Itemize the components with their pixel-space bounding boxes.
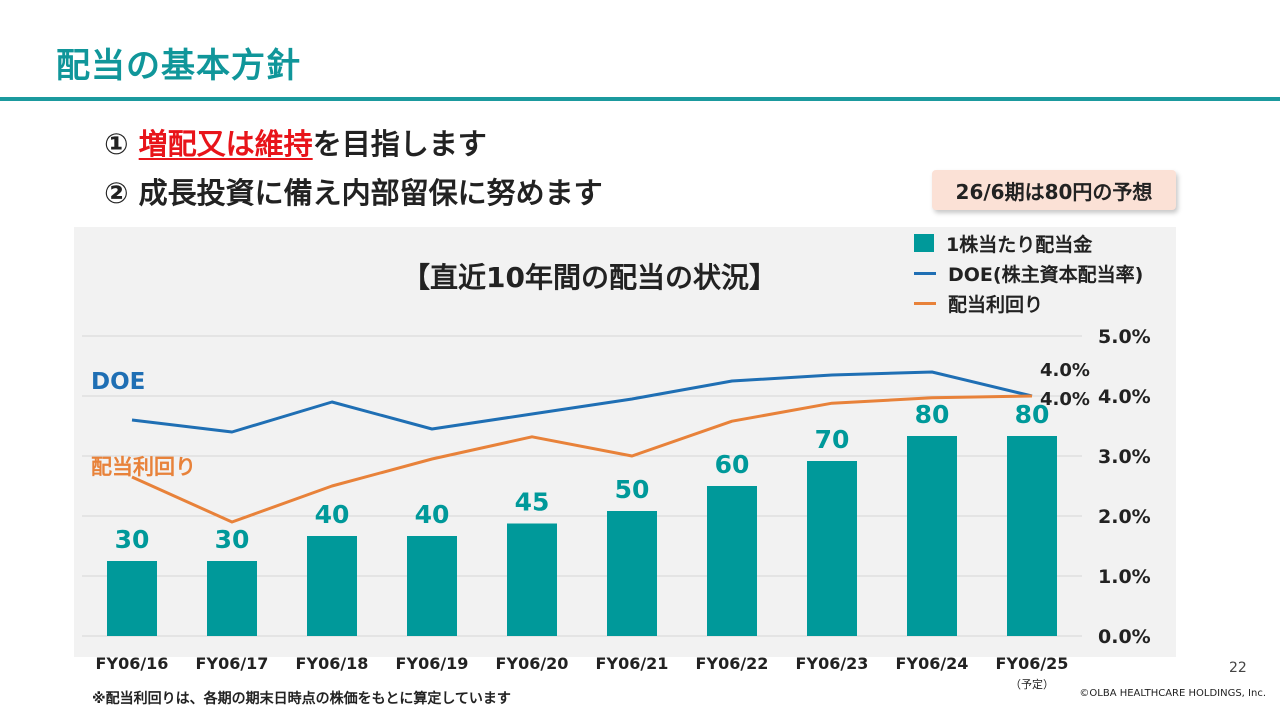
dividend-yield-line: [131, 394, 1033, 524]
legend-yield-line: [914, 301, 936, 305]
bar-value-label: 80: [1015, 400, 1050, 429]
x-tick-label: FY06/22: [696, 654, 769, 673]
bar-value-label: 40: [315, 500, 350, 529]
legend-bar-swatch: [914, 234, 934, 252]
yield-end-label: 4.0%: [1040, 389, 1090, 410]
bar-value-label: 80: [915, 400, 950, 429]
bar-value-label: 50: [615, 475, 650, 504]
x-tick-label: FY06/25: [996, 654, 1069, 673]
policy-text: 成長投資に備え内部留保に努めます: [138, 176, 603, 210]
chart-legend: 1株当たり配当金 DOE(株主資本配当率) 配当利回り: [914, 228, 1143, 318]
bar-value-label: 40: [415, 500, 450, 529]
footnote: ※配当利回りは、各期の期末日時点の株価をもとに算定しています: [92, 691, 511, 707]
policy-item-1: ① 増配又は維持を目指します: [104, 121, 487, 163]
forecast-badge: 26/6期は80円の予想: [932, 170, 1176, 210]
legend-item-dividend: 1株当たり配当金: [914, 228, 1143, 258]
y2-tick-label: 0.0%: [1098, 626, 1151, 648]
dividend-bar: [507, 523, 557, 636]
policy-number: ②: [104, 176, 129, 210]
y2-tick-label: 5.0%: [1098, 326, 1151, 348]
chart-title: 【直近10年間の配当の状況】: [402, 261, 777, 294]
x-tick-label: FY06/17: [196, 654, 269, 673]
legend-item-doe: DOE(株主資本配当率): [914, 258, 1143, 288]
policy-number: ①: [104, 127, 129, 161]
x-tick-label: FY06/21: [596, 654, 669, 673]
dividend-bar: [707, 486, 757, 636]
doe-line: [131, 370, 1033, 434]
policy-text: を目指します: [312, 127, 487, 161]
page-title: 配当の基本方針: [56, 46, 301, 86]
dividend-bar: [207, 561, 257, 636]
dividend-bar: [1007, 436, 1057, 636]
legend-label: DOE(株主資本配当率): [948, 263, 1144, 286]
legend-label: 配当利回り: [948, 293, 1044, 316]
page-number: 22: [1229, 660, 1247, 676]
x-tick-label: FY06/24: [896, 654, 969, 673]
bar-value-label: 60: [715, 450, 750, 479]
bar-value-label: 30: [115, 525, 150, 554]
y2-tick-label: 2.0%: [1098, 506, 1151, 528]
dividend-bar: [407, 536, 457, 636]
x-tick-label: FY06/23: [796, 654, 869, 673]
y2-tick-label: 3.0%: [1098, 446, 1151, 468]
legend-doe-line: [914, 271, 936, 275]
legend-item-yield: 配当利回り: [914, 288, 1143, 318]
dividend-bar: [607, 511, 657, 636]
dividend-bar: [907, 436, 957, 636]
copyright: ©OLBA HEALTHCARE HOLDINGS, Inc.: [1079, 688, 1266, 699]
title-divider: [0, 97, 1280, 101]
dividend-bar: [107, 561, 157, 636]
dividend-bar: [307, 536, 357, 636]
x-tick-note: （予定）: [1010, 677, 1054, 691]
doe-end-label: 4.0%: [1040, 360, 1090, 381]
doe-series-label: DOE: [91, 369, 145, 395]
x-tick-label: FY06/18: [296, 654, 369, 673]
y2-tick-label: 1.0%: [1098, 566, 1151, 588]
x-tick-label: FY06/19: [396, 654, 469, 673]
x-tick-label: FY06/20: [496, 654, 569, 673]
bar-value-label: 45: [515, 488, 550, 517]
x-tick-label: FY06/16: [96, 654, 169, 673]
policy-highlight: 増配又は維持: [138, 127, 313, 161]
bar-value-label: 70: [815, 425, 850, 454]
bar-value-label: 30: [215, 525, 250, 554]
policy-item-2: ② 成長投資に備え内部留保に努めます: [104, 170, 603, 212]
legend-label: 1株当たり配当金: [946, 233, 1093, 256]
dividend-bar: [807, 461, 857, 636]
y2-tick-label: 4.0%: [1098, 386, 1151, 408]
yield-series-label: 配当利回り: [91, 455, 196, 479]
